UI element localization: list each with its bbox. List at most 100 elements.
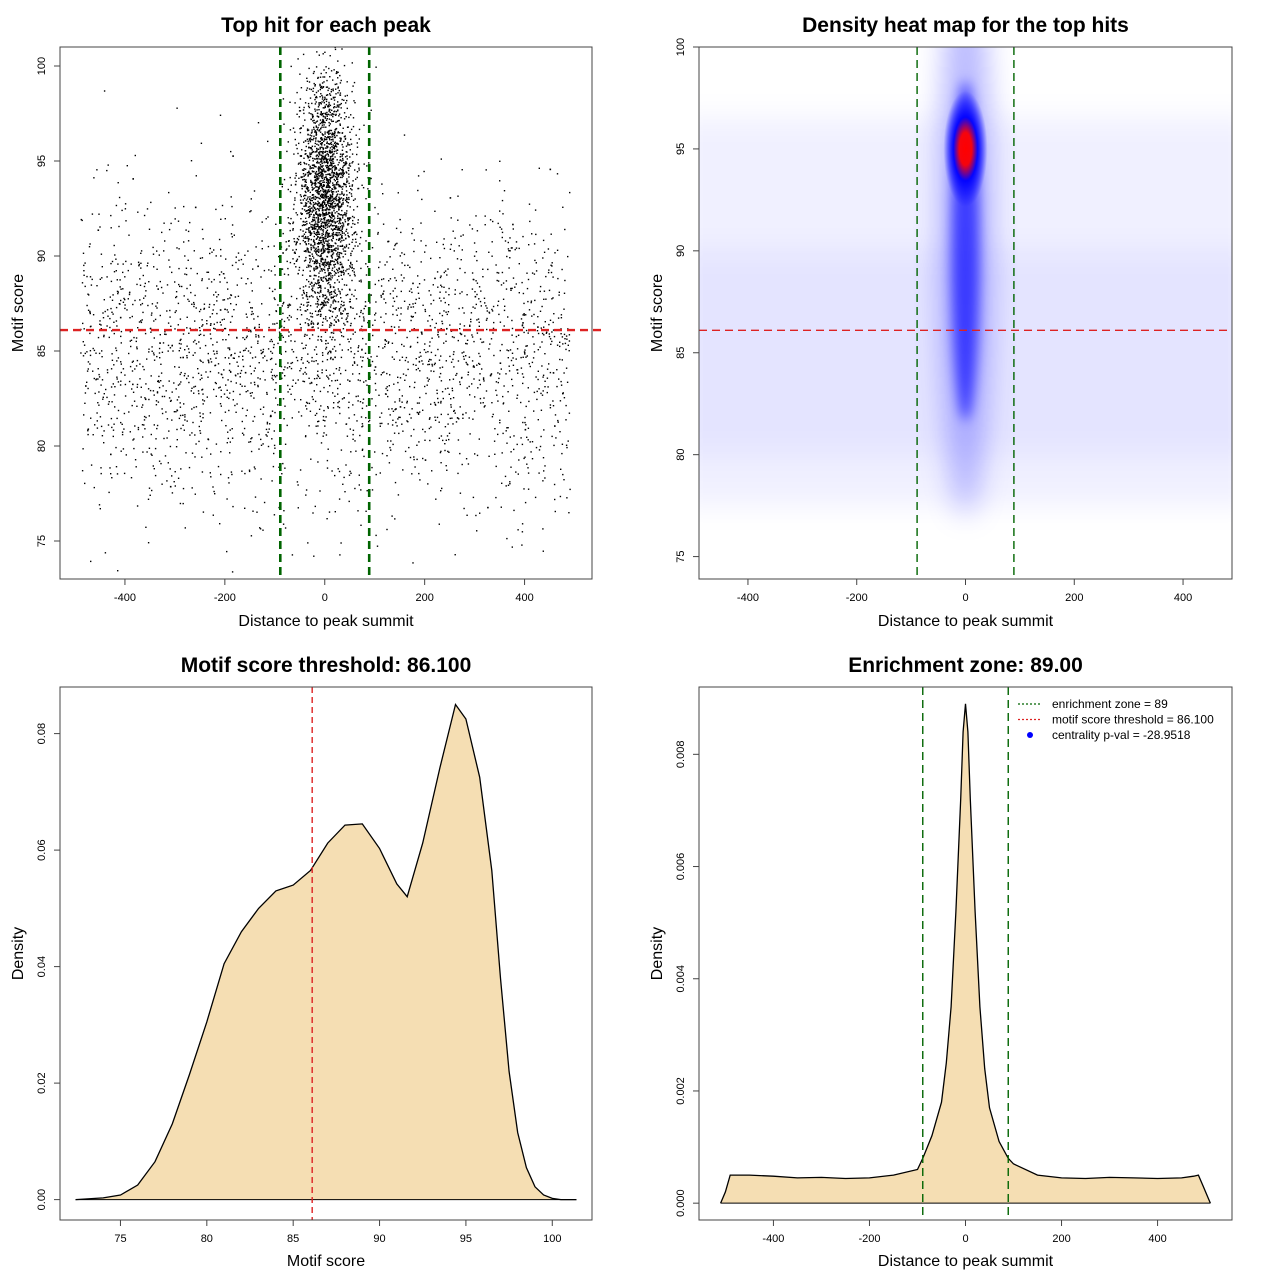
scatter-point [284,321,285,322]
scatter-point [338,162,339,163]
scatter-point [124,413,125,414]
scatter-point [343,323,344,324]
scatter-point [561,269,562,270]
scatter-point [324,97,325,98]
scatter-point [359,435,360,436]
scatter-point [345,370,346,371]
scatter-point [145,333,146,334]
scatter-point [442,323,443,324]
scatter-point [255,259,256,260]
scatter-point [517,373,518,374]
scatter-point [506,538,507,539]
scatter-point [337,252,338,253]
scatter-point [382,293,383,294]
scatter-point [450,398,451,399]
scatter-point [271,270,272,271]
scatter-point [462,418,463,419]
scatter-point [296,243,297,244]
scatter-point [213,249,214,250]
scatter-point [329,375,330,376]
scatter-point [318,336,319,337]
scatter-point [160,334,161,335]
scatter-point [345,156,346,157]
scatter-point [349,301,350,302]
scatter-point [528,428,529,429]
scatter-point [111,353,112,354]
scatter-point [112,294,113,295]
scatter-point [137,505,138,506]
scatter-point [308,141,309,142]
scatter-point [90,561,91,562]
scatter-point [332,270,333,271]
scatter-point [335,144,336,145]
scatter-point [302,176,303,177]
scatter-point [311,249,312,250]
scatter-point [126,454,127,455]
scatter-point [317,129,318,130]
scatter-point [346,319,347,320]
scatter-point [170,446,171,447]
scatter-point [393,411,394,412]
scatter-point [474,308,475,309]
scatter-point [490,375,491,376]
scatter-point [400,307,401,308]
scatter-point [435,355,436,356]
scatter-point [554,252,555,253]
scatter-point [213,515,214,516]
scatter-point [337,179,338,180]
scatter-point [390,278,391,279]
scatter-point [291,66,292,67]
scatter-point [233,391,234,392]
scatter-point [394,301,395,302]
scatter-point [464,272,465,273]
scatter-point [318,106,319,107]
scatter-point [87,434,88,435]
scatter-point [523,293,524,294]
scatter-point [511,247,512,248]
scatter-point [315,266,316,267]
scatter-point [83,253,84,254]
scatter-point [328,88,329,89]
scatter-point [252,307,253,308]
scatter-point [338,301,339,302]
scatter-point [542,528,543,529]
scatter-point [504,190,505,191]
scatter-point [128,235,129,236]
scatter-point [342,313,343,314]
scatter-point [129,317,130,318]
scatter-point [288,335,289,336]
scatter-point [315,196,316,197]
scatter-point [350,266,351,267]
scatter-point [361,250,362,251]
scatter-point [342,132,343,133]
scatter-point [125,395,126,396]
scatter-point [413,459,414,460]
scatter-point [177,399,178,400]
scatter-point [465,412,466,413]
scatter-point [381,296,382,297]
scatter-point [322,82,323,83]
scatter-point [486,318,487,319]
scatter-point [315,97,316,98]
scatter-point [400,313,401,314]
scatter-point [363,125,364,126]
scatter-point [300,98,301,99]
scatter-point [341,289,342,290]
scatter-point [316,296,317,297]
scatter-point [501,507,502,508]
scatter-point [311,207,312,208]
scatter-point [224,299,225,300]
scatter-point [308,68,309,69]
scatter-point [525,357,526,358]
scatter-point [303,240,304,241]
scatter-point [311,239,312,240]
scatter-point [360,237,361,238]
scatter-point [302,225,303,226]
scatter-point [401,402,402,403]
scatter-point [330,168,331,169]
scatter-point [509,481,510,482]
scatter-point [433,284,434,285]
scatter-point [363,456,364,457]
scatter-point [551,272,552,273]
scatter-point [315,103,316,104]
